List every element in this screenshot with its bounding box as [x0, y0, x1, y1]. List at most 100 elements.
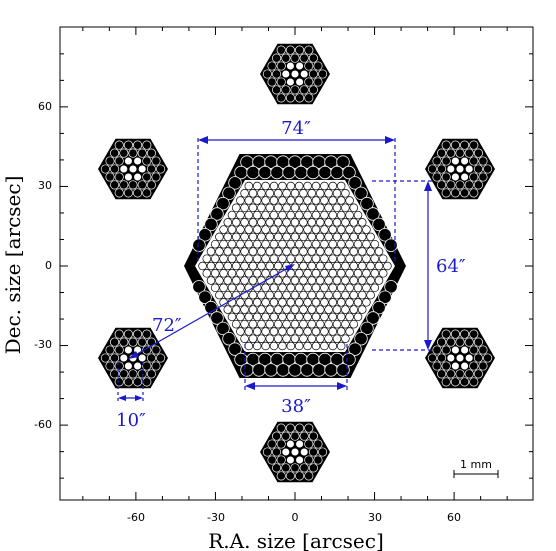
fibre [252, 312, 262, 322]
fibre [336, 239, 346, 249]
fibre [465, 165, 473, 173]
height-label: 64″ [436, 256, 466, 277]
fibre [320, 298, 329, 307]
fibre [324, 334, 333, 343]
fibre [353, 239, 363, 249]
fibre [483, 353, 493, 363]
fibre [313, 455, 323, 465]
fibre [257, 319, 266, 329]
sky-bundle-bottom-right [425, 327, 495, 389]
fibre [384, 280, 398, 294]
fibre [307, 276, 317, 285]
fibre [257, 247, 266, 256]
fibre [257, 218, 266, 227]
fibre [124, 346, 132, 354]
arrow-head [424, 340, 432, 350]
fibre [210, 283, 220, 293]
fibre [308, 463, 318, 473]
fibre [252, 298, 262, 307]
fibre [265, 189, 275, 198]
fibre [320, 269, 329, 278]
fibre [142, 172, 152, 182]
fibre [252, 210, 262, 220]
fibre [366, 261, 375, 271]
fibre [269, 254, 279, 263]
fibre [294, 341, 304, 351]
fibre [114, 377, 124, 387]
fibre [240, 276, 249, 285]
fibre [483, 164, 493, 174]
fibre [328, 312, 338, 322]
fibre [114, 172, 124, 182]
fibre [353, 210, 363, 220]
fibre [341, 305, 350, 314]
fibre [370, 283, 380, 293]
fibre [257, 189, 266, 198]
fibre [328, 210, 338, 220]
fibre [269, 312, 279, 322]
fibre [437, 369, 447, 379]
fibre [286, 181, 296, 191]
fibre [332, 203, 342, 213]
fibre [478, 156, 488, 166]
fibre [114, 329, 124, 339]
fibre [273, 334, 283, 343]
fibre [311, 298, 321, 307]
fibre [265, 247, 275, 256]
fibre [202, 269, 212, 278]
fibre [119, 337, 129, 347]
fibre [151, 156, 161, 166]
fibre [446, 369, 456, 379]
y-tick-label: -60 [34, 418, 52, 431]
fibre [345, 298, 354, 307]
fibre [341, 232, 350, 242]
fibre [311, 225, 321, 234]
fibre [265, 261, 275, 271]
fibre [357, 305, 367, 314]
bundle-label: 10″ [116, 410, 146, 431]
fibre [134, 157, 142, 165]
fibre [269, 196, 279, 205]
fibre [105, 345, 115, 355]
fibre [432, 345, 442, 355]
fibre [313, 61, 323, 71]
fibre [133, 140, 143, 150]
fibre [469, 329, 479, 339]
fibre [336, 254, 346, 263]
fibre [307, 334, 317, 343]
fibre [324, 276, 333, 285]
fibre [372, 217, 386, 232]
fibre [290, 53, 300, 63]
fibre [332, 232, 342, 242]
fibre [357, 218, 367, 227]
fibre [290, 276, 300, 285]
x-tick-label: 60 [447, 511, 461, 524]
fibre [265, 290, 275, 300]
fibre [362, 239, 371, 249]
fibre [294, 210, 304, 220]
fibre [240, 218, 249, 227]
fibre [441, 156, 451, 166]
fibre [473, 337, 483, 347]
fibre [315, 232, 325, 242]
fibre [204, 217, 218, 232]
fibre [261, 341, 270, 351]
fibre [318, 447, 328, 457]
fibre [320, 312, 329, 322]
fibre [151, 172, 161, 182]
fibre [252, 196, 262, 205]
fibre [210, 239, 220, 249]
fibre [282, 232, 291, 242]
fibre [345, 196, 354, 205]
fibre [378, 228, 392, 242]
fibre [294, 181, 304, 191]
fibre [244, 298, 254, 307]
fibre [282, 165, 296, 180]
fibre [303, 341, 312, 351]
fibre [295, 423, 305, 433]
fibre [246, 165, 260, 180]
fibre [206, 276, 216, 285]
fibre [248, 261, 258, 271]
fibre [349, 261, 359, 271]
arrow-head [424, 181, 432, 191]
